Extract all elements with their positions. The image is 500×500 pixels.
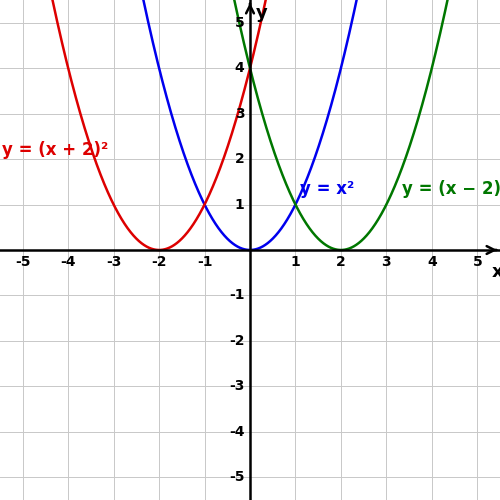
Text: x: x — [492, 262, 500, 280]
Text: 4: 4 — [427, 256, 436, 270]
Text: 5: 5 — [472, 256, 482, 270]
Text: 3: 3 — [382, 256, 391, 270]
Text: -3: -3 — [229, 380, 244, 394]
Text: y = (x + 2)²: y = (x + 2)² — [2, 141, 108, 159]
Text: 3: 3 — [235, 106, 244, 120]
Text: -2: -2 — [152, 256, 167, 270]
Text: y = x²: y = x² — [300, 180, 354, 198]
Text: 1: 1 — [235, 198, 244, 211]
Text: -5: -5 — [229, 470, 244, 484]
Text: -4: -4 — [60, 256, 76, 270]
Text: 4: 4 — [235, 61, 244, 75]
Text: y: y — [256, 4, 268, 22]
Text: 1: 1 — [290, 256, 300, 270]
Text: -4: -4 — [229, 425, 244, 439]
Text: -1: -1 — [197, 256, 212, 270]
Text: y = (x − 2)²: y = (x − 2)² — [402, 180, 500, 198]
Text: -2: -2 — [229, 334, 244, 348]
Text: 2: 2 — [336, 256, 346, 270]
Text: -5: -5 — [15, 256, 30, 270]
Text: -1: -1 — [229, 288, 244, 302]
Text: 5: 5 — [235, 16, 244, 30]
Text: 2: 2 — [235, 152, 244, 166]
Text: -3: -3 — [106, 256, 122, 270]
